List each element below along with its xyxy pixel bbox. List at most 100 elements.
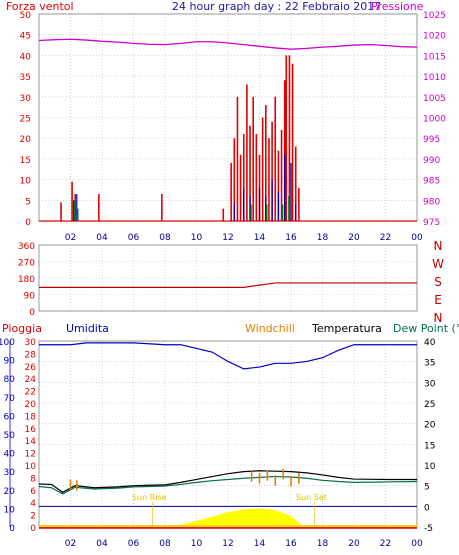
direction-tick-label: 360 bbox=[18, 242, 35, 252]
rain-tick-label: 20 bbox=[25, 400, 37, 410]
x-tick-label: 18 bbox=[317, 539, 329, 549]
pressure-axis-label: Pressione bbox=[371, 0, 424, 13]
x-tick-label: 12 bbox=[222, 539, 233, 549]
x-tick-label: 02 bbox=[65, 233, 76, 243]
pressure-tick-label: 1025 bbox=[423, 11, 446, 21]
climate-plot: Sun Rise Sun Set bbox=[38, 342, 418, 529]
wind-tick-label: 45 bbox=[20, 32, 31, 42]
dewpoint-line bbox=[38, 475, 418, 495]
rain-tick-label: 24 bbox=[25, 375, 37, 385]
humidity-tick-label: 20 bbox=[4, 487, 16, 497]
x-tick-label: 00 bbox=[411, 539, 423, 549]
pressure-tick-label: 1000 bbox=[423, 115, 446, 125]
x-tick-label: 00 bbox=[411, 233, 423, 243]
temp-tick-label: 0 bbox=[424, 503, 430, 513]
compass-label: N bbox=[434, 311, 443, 325]
temp-tick-label: 30 bbox=[424, 379, 436, 389]
temp-tick-label: 25 bbox=[424, 400, 435, 410]
pressure-tick-label: 1020 bbox=[423, 32, 446, 42]
rain-tick-label: 6 bbox=[30, 487, 36, 497]
x-tick-label: 08 bbox=[159, 233, 171, 243]
x-tick-label: 10 bbox=[191, 539, 203, 549]
temp-tick-label: 40 bbox=[424, 338, 436, 348]
compass-label: N bbox=[434, 239, 443, 253]
title: 24 hour graph day : 22 Febbraio 2017 bbox=[172, 0, 381, 13]
humidity-tick-label: 100 bbox=[0, 338, 15, 348]
x-tick-label: 22 bbox=[380, 539, 391, 549]
dewpoint-label: Dew Point (°C bbox=[393, 322, 459, 335]
humidity-tick-label: 40 bbox=[4, 450, 16, 460]
wind-tick-label: 35 bbox=[20, 73, 31, 83]
compass-label: E bbox=[434, 293, 442, 307]
temp-tick-label: 15 bbox=[424, 441, 435, 451]
wind-pressure-plot bbox=[38, 38, 418, 221]
wind-tick-label: 20 bbox=[20, 135, 32, 145]
x-tick-label: 18 bbox=[317, 233, 329, 243]
pressure-tick-label: 995 bbox=[423, 135, 440, 145]
plot-frame bbox=[38, 244, 418, 312]
x-tick-label: 06 bbox=[128, 233, 140, 243]
rain-tick-label: 8 bbox=[30, 474, 36, 484]
humidity-tick-label: 30 bbox=[4, 468, 16, 478]
sun-area bbox=[165, 508, 304, 527]
compass-label: S bbox=[434, 275, 442, 289]
temp-tick-label: 35 bbox=[424, 359, 435, 369]
x-tick-label: 06 bbox=[128, 539, 140, 549]
humidity-tick-label: 90 bbox=[4, 357, 16, 367]
humidity-label: Umidita bbox=[66, 322, 109, 335]
x-tick-label: 16 bbox=[285, 539, 297, 549]
rain-tick-label: 18 bbox=[25, 412, 37, 422]
rain-tick-label: 30 bbox=[25, 338, 37, 348]
pressure-line bbox=[38, 38, 418, 50]
rain-tick-label: 4 bbox=[30, 499, 36, 509]
rain-tick-label: 2 bbox=[30, 512, 36, 522]
sunset-annotation: Sun Set bbox=[296, 493, 327, 502]
pressure-tick-label: 990 bbox=[423, 156, 440, 166]
x-tick-label: 10 bbox=[191, 233, 203, 243]
rain-tick-label: 22 bbox=[25, 388, 36, 398]
direction-axes: 360 270 180 90 0 bbox=[18, 242, 418, 318]
humidity-tick-label: 0 bbox=[9, 524, 15, 534]
wind-tick-label: 0 bbox=[25, 218, 31, 228]
humidity-tick-label: 70 bbox=[4, 394, 16, 404]
rain-tick-label: 16 bbox=[25, 425, 37, 435]
x-tick-label: 04 bbox=[96, 233, 108, 243]
wind-pressure-axes: 0510152025303540455097598098599099510001… bbox=[20, 11, 447, 243]
humidity-tick-label: 80 bbox=[4, 375, 16, 385]
pressure-tick-label: 985 bbox=[423, 177, 440, 187]
direction-plot bbox=[39, 282, 417, 288]
direction-tick-label: 270 bbox=[18, 259, 35, 269]
rain-tick-label: 0 bbox=[30, 524, 36, 534]
temp-tick-label: -5 bbox=[424, 524, 433, 534]
pressure-tick-label: 1005 bbox=[423, 94, 446, 104]
rain-tick-label: 26 bbox=[25, 363, 37, 373]
humidity-tick-label: 50 bbox=[4, 431, 16, 441]
temperature-line bbox=[38, 470, 417, 493]
pressure-tick-label: 975 bbox=[423, 218, 440, 228]
rain-tick-label: 12 bbox=[25, 450, 36, 460]
x-tick-label: 20 bbox=[348, 233, 360, 243]
temperature-label: Temperatura bbox=[311, 322, 382, 335]
humidity-tick-label: 10 bbox=[4, 505, 16, 515]
wind-tick-label: 15 bbox=[20, 156, 31, 166]
x-tick-label: 14 bbox=[254, 233, 266, 243]
wind-tick-label: 50 bbox=[20, 11, 32, 21]
temp-tick-label: 10 bbox=[424, 462, 436, 472]
windchill-label: Windchill bbox=[245, 322, 295, 335]
x-tick-label: 04 bbox=[96, 539, 108, 549]
wind-tick-label: 5 bbox=[25, 197, 31, 207]
x-tick-label: 14 bbox=[254, 539, 266, 549]
wind-axis-label: Forza ventol bbox=[6, 0, 74, 13]
wind-tick-label: 10 bbox=[20, 177, 32, 187]
wind-tick-label: 40 bbox=[20, 52, 32, 62]
rain-label: Pioggia bbox=[2, 322, 42, 335]
direction-line bbox=[39, 282, 417, 288]
temp-tick-label: 5 bbox=[424, 483, 430, 493]
x-tick-label: 08 bbox=[159, 539, 171, 549]
rain-tick-label: 10 bbox=[25, 462, 37, 472]
rain-tick-label: 14 bbox=[25, 437, 37, 447]
pressure-tick-label: 980 bbox=[423, 197, 440, 207]
x-tick-label: 12 bbox=[222, 233, 233, 243]
